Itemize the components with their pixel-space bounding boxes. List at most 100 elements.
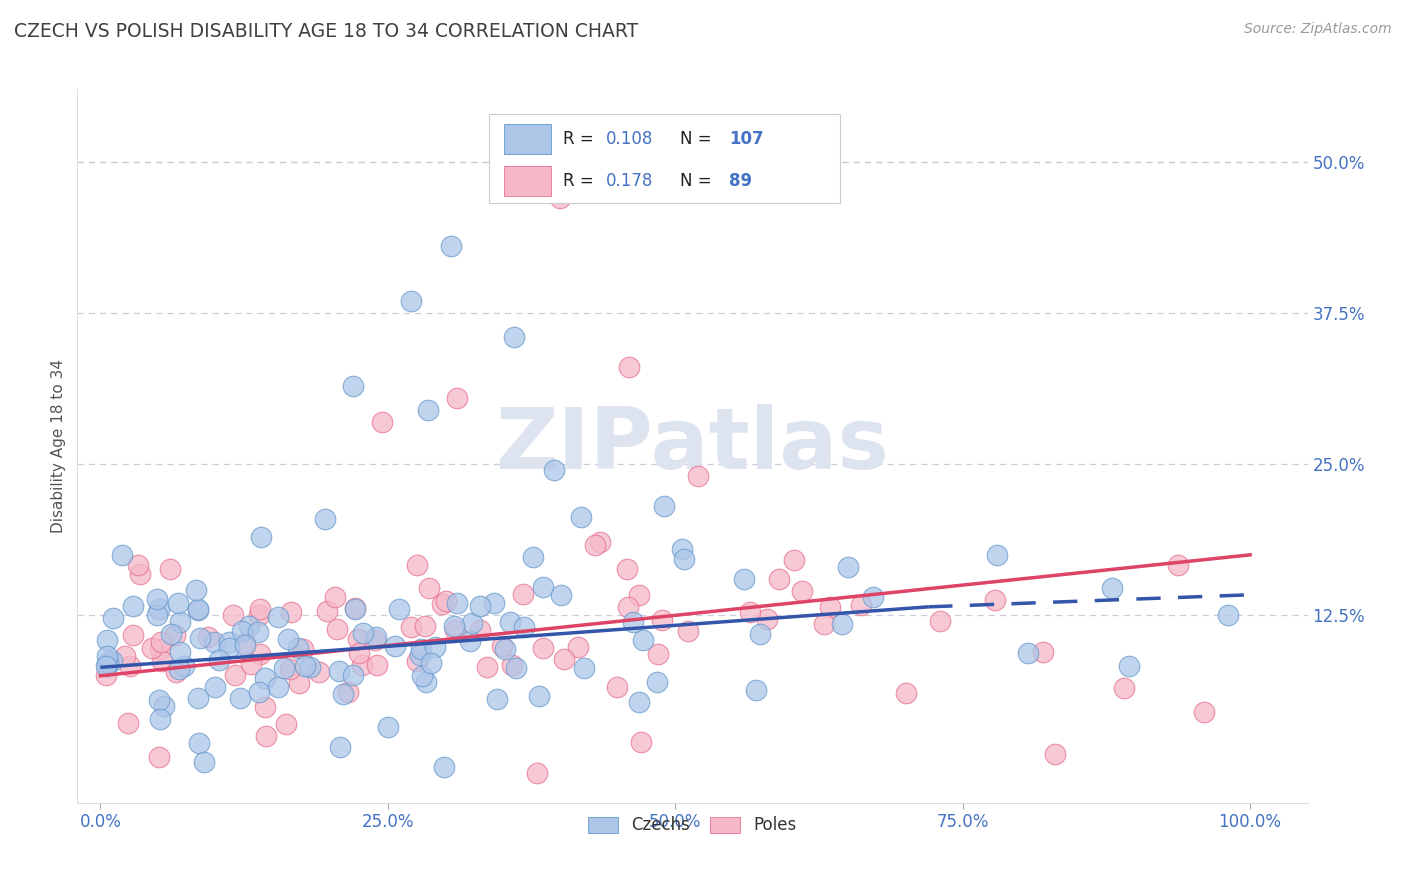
- Point: [96, 648, 118, 663]
- Point: [218, 641, 240, 656]
- Point: [187, 602, 209, 616]
- Point: [347, 646, 370, 660]
- Point: [849, 598, 872, 612]
- Point: [676, 624, 699, 638]
- Point: [94, 658, 117, 673]
- Point: [446, 596, 468, 610]
- Point: [748, 626, 770, 640]
- Point: [733, 572, 755, 586]
- Point: [468, 599, 491, 614]
- Text: R =: R =: [564, 129, 599, 148]
- Point: [342, 378, 364, 392]
- Point: [169, 645, 191, 659]
- Point: [121, 628, 143, 642]
- Point: [1101, 581, 1123, 595]
- Point: [122, 599, 145, 613]
- Point: [299, 659, 322, 673]
- Point: [529, 689, 551, 703]
- Point: [446, 391, 468, 405]
- Point: [443, 619, 465, 633]
- FancyBboxPatch shape: [489, 114, 841, 203]
- Point: [148, 692, 170, 706]
- Point: [188, 736, 211, 750]
- Point: [409, 648, 432, 662]
- Point: [235, 638, 257, 652]
- Point: [588, 534, 610, 549]
- Point: [1032, 645, 1054, 659]
- Point: [277, 632, 299, 646]
- Point: [818, 599, 841, 614]
- Point: [470, 623, 492, 637]
- Point: [246, 625, 269, 640]
- Point: [647, 675, 669, 690]
- Point: [159, 627, 181, 641]
- Point: [253, 699, 276, 714]
- Point: [831, 616, 853, 631]
- Point: [342, 668, 364, 682]
- Point: [165, 665, 187, 679]
- Point: [96, 657, 118, 671]
- Point: [204, 680, 226, 694]
- Point: [287, 641, 309, 656]
- Text: N =: N =: [681, 172, 717, 190]
- Point: [522, 549, 544, 564]
- Text: 0.108: 0.108: [606, 129, 654, 148]
- Point: [169, 615, 191, 629]
- Point: [173, 659, 195, 673]
- Point: [411, 668, 433, 682]
- Point: [332, 687, 354, 701]
- Point: [343, 601, 366, 615]
- Point: [616, 562, 638, 576]
- Point: [672, 552, 695, 566]
- Point: [249, 602, 271, 616]
- Point: [813, 616, 835, 631]
- Point: [512, 587, 534, 601]
- Point: [94, 668, 117, 682]
- Point: [501, 658, 523, 673]
- Point: [984, 593, 1007, 607]
- Point: [308, 665, 330, 679]
- Text: Source: ZipAtlas.com: Source: ZipAtlas.com: [1244, 22, 1392, 37]
- Point: [477, 660, 499, 674]
- Point: [254, 729, 277, 743]
- Point: [253, 672, 276, 686]
- Point: [238, 618, 260, 632]
- Point: [986, 548, 1008, 562]
- Point: [111, 548, 134, 562]
- Text: 0.178: 0.178: [606, 172, 654, 190]
- Point: [150, 635, 173, 649]
- Point: [405, 558, 427, 573]
- Point: [292, 642, 315, 657]
- Point: [288, 676, 311, 690]
- Point: [343, 600, 366, 615]
- Point: [619, 360, 641, 375]
- Point: [328, 664, 350, 678]
- Point: [366, 657, 388, 672]
- Point: [745, 683, 768, 698]
- Point: [117, 716, 139, 731]
- Point: [249, 647, 271, 661]
- Point: [837, 560, 859, 574]
- Point: [550, 589, 572, 603]
- Point: [167, 596, 190, 610]
- Point: [377, 721, 399, 735]
- Point: [193, 756, 215, 770]
- Point: [145, 592, 167, 607]
- Point: [617, 600, 640, 615]
- Point: [127, 558, 149, 572]
- Point: [1192, 705, 1215, 719]
- Point: [399, 620, 422, 634]
- Point: [350, 657, 373, 672]
- Point: [567, 640, 589, 654]
- Point: [419, 656, 441, 670]
- Point: [444, 623, 467, 637]
- Point: [148, 602, 170, 616]
- Point: [363, 632, 385, 647]
- Point: [1118, 658, 1140, 673]
- Point: [628, 695, 651, 709]
- Point: [440, 239, 463, 253]
- Point: [503, 330, 526, 344]
- Point: [574, 661, 596, 675]
- Point: [165, 628, 187, 642]
- Point: [149, 713, 172, 727]
